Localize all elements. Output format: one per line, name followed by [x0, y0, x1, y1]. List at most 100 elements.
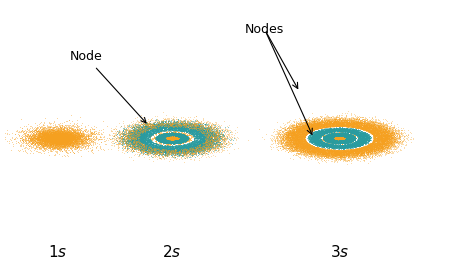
Point — [299, 142, 307, 146]
Point — [343, 123, 351, 127]
Point — [380, 140, 388, 145]
Point — [166, 144, 173, 148]
Point — [349, 116, 357, 120]
Point — [284, 142, 292, 146]
Point — [353, 131, 361, 136]
Point — [166, 139, 174, 144]
Point — [87, 132, 95, 136]
Point — [346, 135, 353, 139]
Point — [160, 147, 167, 152]
Point — [171, 135, 179, 139]
Point — [161, 139, 169, 143]
Point — [307, 138, 314, 142]
Point — [54, 136, 62, 140]
Point — [311, 135, 319, 139]
Point — [130, 137, 138, 141]
Point — [301, 128, 309, 132]
Point — [179, 136, 187, 140]
Point — [352, 136, 359, 141]
Point — [311, 126, 319, 130]
Point — [353, 152, 361, 156]
Point — [55, 136, 62, 140]
Point — [327, 155, 335, 159]
Point — [8, 136, 16, 140]
Point — [314, 147, 322, 151]
Point — [171, 122, 178, 126]
Point — [367, 123, 375, 128]
Point — [376, 129, 384, 133]
Point — [180, 153, 187, 158]
Point — [173, 134, 180, 138]
Point — [377, 134, 384, 138]
Point — [370, 141, 378, 145]
Point — [55, 137, 63, 141]
Point — [346, 136, 353, 141]
Point — [173, 133, 181, 138]
Point — [393, 139, 401, 143]
Point — [337, 122, 345, 127]
Point — [168, 134, 176, 139]
Point — [170, 144, 177, 148]
Point — [77, 142, 85, 147]
Point — [338, 127, 346, 132]
Point — [332, 144, 339, 148]
Point — [291, 145, 298, 149]
Point — [202, 144, 210, 148]
Point — [356, 123, 363, 128]
Point — [148, 126, 155, 131]
Point — [43, 144, 51, 149]
Point — [32, 138, 39, 142]
Point — [202, 126, 210, 130]
Point — [65, 137, 73, 142]
Point — [328, 129, 335, 134]
Point — [165, 137, 173, 142]
Point — [338, 149, 346, 153]
Point — [164, 136, 172, 140]
Point — [49, 139, 56, 144]
Point — [54, 137, 61, 141]
Point — [337, 136, 345, 140]
Point — [171, 138, 178, 143]
Point — [60, 139, 68, 143]
Point — [214, 142, 221, 146]
Point — [57, 134, 65, 139]
Point — [209, 139, 217, 143]
Point — [342, 137, 350, 142]
Point — [60, 142, 68, 147]
Point — [371, 128, 378, 132]
Point — [322, 148, 330, 152]
Point — [191, 125, 198, 129]
Point — [78, 135, 86, 139]
Point — [337, 122, 345, 126]
Point — [192, 138, 200, 143]
Point — [292, 140, 300, 144]
Point — [56, 131, 64, 136]
Point — [190, 148, 198, 153]
Point — [323, 150, 331, 155]
Point — [303, 125, 310, 129]
Point — [340, 139, 348, 143]
Point — [333, 136, 340, 140]
Point — [303, 128, 311, 133]
Point — [330, 140, 338, 144]
Point — [166, 138, 173, 142]
Point — [73, 134, 80, 139]
Point — [387, 133, 395, 137]
Point — [331, 117, 339, 121]
Point — [179, 138, 186, 142]
Point — [307, 132, 315, 136]
Point — [335, 136, 343, 140]
Point — [332, 130, 340, 135]
Point — [32, 131, 40, 135]
Point — [130, 138, 137, 142]
Point — [70, 137, 77, 142]
Point — [193, 135, 201, 139]
Point — [51, 132, 59, 136]
Point — [348, 134, 356, 139]
Point — [394, 133, 401, 137]
Point — [170, 129, 178, 134]
Point — [144, 131, 152, 135]
Point — [358, 146, 366, 151]
Point — [399, 128, 406, 132]
Point — [189, 117, 197, 121]
